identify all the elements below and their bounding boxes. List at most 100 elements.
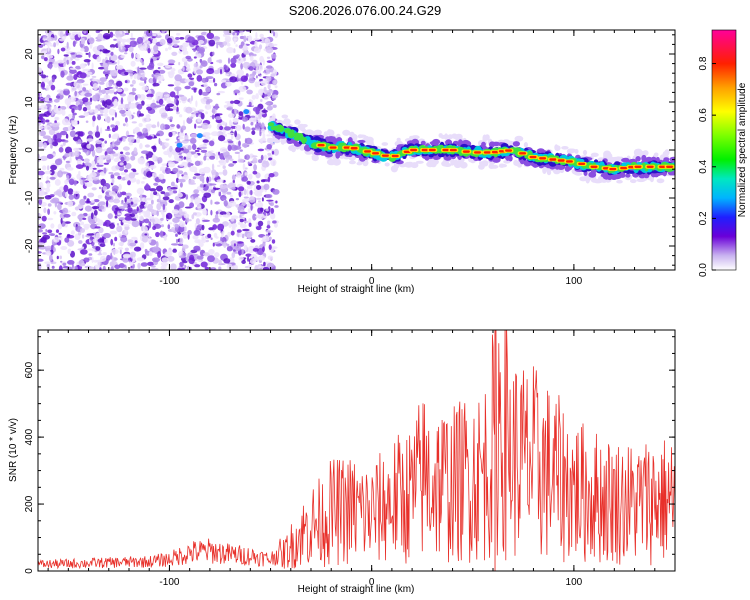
- noise-blob: [106, 116, 111, 124]
- noise-blob: [223, 200, 228, 207]
- noise-blob: [190, 133, 198, 138]
- colorbar-tick-label: 0.8: [698, 56, 709, 70]
- noise-blob: [270, 73, 276, 77]
- noise-blob: [162, 196, 170, 201]
- noise-blob: [78, 240, 83, 244]
- noise-blob: [180, 147, 184, 151]
- noise-blob: [268, 157, 273, 161]
- noise-blob: [239, 218, 244, 223]
- noise-blob: [63, 184, 69, 192]
- noise-blob: [125, 30, 129, 33]
- noise-blob: [236, 69, 245, 77]
- noise-blob: [77, 139, 82, 145]
- noise-blob: [42, 165, 47, 171]
- noise-blob: [95, 246, 101, 251]
- noise-blob: [145, 197, 153, 201]
- noise-blob: [71, 263, 74, 269]
- noise-blob: [252, 170, 258, 175]
- colorbar-label: Normalized spectral amplitude: [737, 82, 748, 217]
- noise-blob: [234, 151, 240, 154]
- noise-blob: [67, 240, 75, 247]
- noise-blob: [103, 162, 110, 165]
- noise-blob: [168, 63, 175, 66]
- noise-blob: [272, 89, 279, 96]
- noise-blob: [179, 255, 186, 259]
- noise-blob: [267, 255, 274, 261]
- noise-blob: [135, 208, 143, 213]
- noise-blob: [153, 182, 159, 186]
- noise-blob: [253, 190, 261, 196]
- noise-blob: [97, 166, 100, 170]
- noise-blob: [146, 117, 150, 122]
- noise-blob: [46, 182, 51, 189]
- noise-blob: [235, 44, 238, 47]
- noise-blob: [118, 233, 122, 238]
- noise-blob: [110, 238, 114, 246]
- noise-blob: [145, 114, 151, 119]
- noise-blob: [188, 77, 195, 81]
- noise-blob: [146, 106, 153, 111]
- noise-blob: [257, 220, 264, 227]
- noise-blob: [75, 81, 82, 84]
- noise-blob: [208, 249, 215, 255]
- noise-blob: [222, 41, 228, 46]
- noise-blob: [176, 32, 181, 36]
- ridge-blob: [564, 165, 571, 172]
- noise-blob: [246, 189, 249, 196]
- noise-blob: [74, 90, 77, 97]
- noise-blob: [189, 266, 192, 270]
- noise-blob: [138, 113, 144, 117]
- noise-blob: [83, 59, 91, 63]
- noise-blob: [40, 155, 48, 162]
- noise-blob: [174, 95, 180, 99]
- noise-blob: [223, 30, 232, 36]
- noise-blob: [88, 37, 95, 44]
- noise-blob: [101, 89, 106, 95]
- noise-blob: [190, 95, 194, 102]
- noise-blob: [89, 97, 93, 103]
- noise-blob: [186, 51, 189, 55]
- noise-blob: [188, 219, 192, 222]
- noise-blob: [94, 131, 101, 138]
- ridge-blob: [348, 160, 356, 165]
- noise-blob: [91, 187, 97, 191]
- noise-blob: [192, 193, 200, 197]
- noise-blob: [79, 198, 86, 206]
- noise-blob: [92, 115, 96, 122]
- noise-blob: [139, 76, 148, 81]
- noise-blob: [203, 192, 212, 198]
- noise-blob: [261, 122, 265, 129]
- noise-blob: [185, 55, 192, 60]
- noise-blob: [218, 266, 222, 270]
- ridge-blob: [444, 133, 449, 140]
- noise-blob: [38, 105, 42, 109]
- noise-blob: [144, 233, 148, 236]
- noise-blob: [84, 92, 93, 97]
- noise-bright-spot: [176, 142, 183, 148]
- noise-blob: [271, 94, 278, 99]
- noise-blob: [255, 93, 259, 100]
- noise-blob: [47, 165, 50, 171]
- noise-blob: [223, 64, 227, 70]
- noise-blob: [56, 40, 59, 46]
- noise-blob: [263, 86, 267, 92]
- noise-blob: [206, 176, 210, 183]
- noise-blob: [237, 57, 244, 64]
- ridge-hot-core: [529, 155, 537, 159]
- noise-blob: [68, 151, 76, 157]
- ridge-blob: [273, 125, 278, 130]
- noise-blob: [222, 169, 228, 176]
- noise-blob: [46, 263, 50, 268]
- noise-blob: [78, 259, 85, 267]
- noise-blob: [117, 59, 120, 66]
- noise-blob: [244, 126, 251, 132]
- noise-blob: [195, 112, 199, 118]
- noise-blob: [268, 244, 272, 251]
- noise-blob: [203, 96, 210, 100]
- noise-blob: [193, 56, 197, 59]
- noise-blob: [129, 114, 132, 120]
- noise-blob: [230, 100, 234, 104]
- noise-blob: [179, 221, 186, 228]
- noise-blob: [228, 200, 237, 207]
- noise-blob: [96, 164, 104, 167]
